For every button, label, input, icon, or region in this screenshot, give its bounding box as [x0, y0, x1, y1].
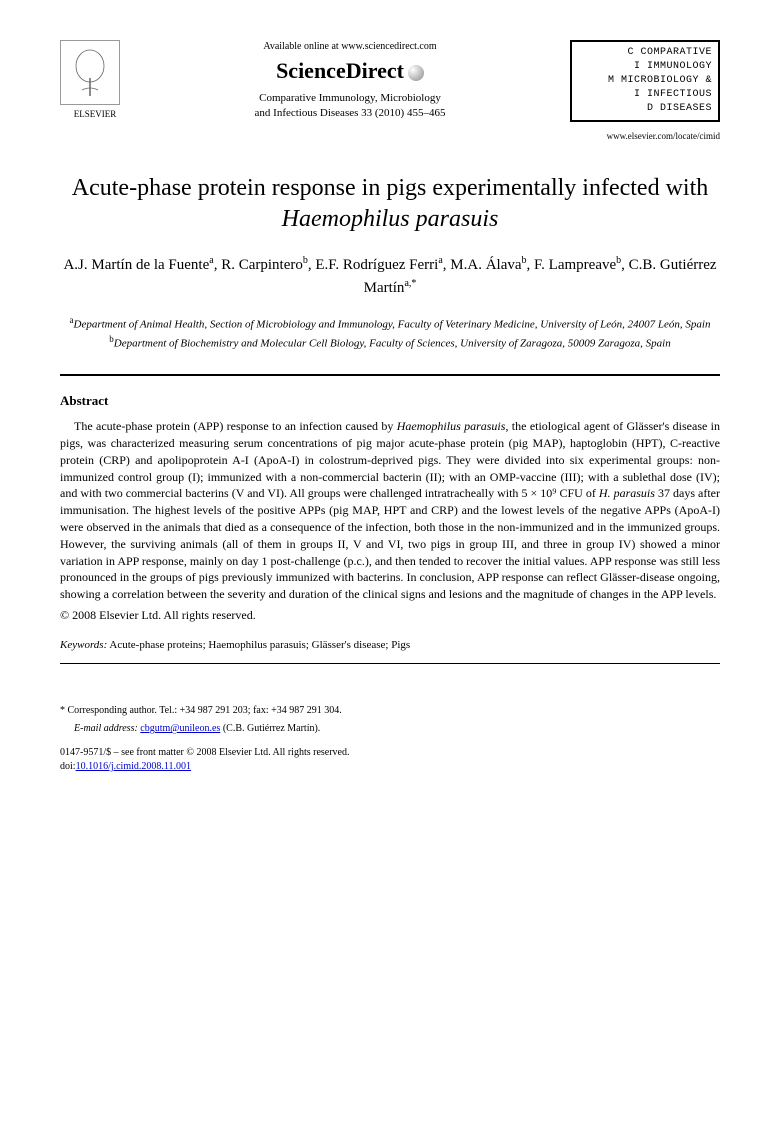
- journal-citation: and Infectious Diseases 33 (2010) 455–46…: [150, 106, 550, 121]
- elsevier-tree-icon: [60, 40, 120, 105]
- elsevier-label: ELSEVIER: [60, 108, 130, 121]
- journal-name-line1: Comparative Immunology, Microbiology: [150, 91, 550, 106]
- journal-title-box: C COMPARATIVE I IMMUNOLOGY M MICROBIOLOG…: [570, 40, 720, 122]
- journal-box-line: C COMPARATIVE: [578, 46, 712, 60]
- doi-line: doi:10.1016/j.cimid.2008.11.001: [60, 760, 720, 774]
- copyright-line: © 2008 Elsevier Ltd. All rights reserved…: [60, 607, 720, 624]
- authors-list: A.J. Martín de la Fuentea, R. Carpintero…: [60, 253, 720, 300]
- journal-box-line: I IMMUNOLOGY: [578, 60, 712, 74]
- title-text: Acute-phase protein response in pigs exp…: [72, 175, 708, 201]
- keywords-text: Acute-phase proteins; Haemophilus parasu…: [109, 639, 410, 651]
- email-line: E-mail address: cbgutm@unileon.es (C.B. …: [74, 722, 720, 736]
- page-footer: * Corresponding author. Tel.: +34 987 29…: [60, 704, 720, 774]
- journal-box-line: M MICROBIOLOGY &: [578, 74, 712, 88]
- affiliations: aDepartment of Animal Health, Section of…: [60, 314, 720, 352]
- journal-box-line: I INFECTIOUS: [578, 88, 712, 102]
- keywords-label: Keywords:: [60, 639, 107, 651]
- keywords: Keywords: Acute-phase proteins; Haemophi…: [60, 638, 720, 653]
- issn-line: 0147-9571/$ – see front matter © 2008 El…: [60, 746, 720, 760]
- center-header: Available online at www.sciencedirect.co…: [130, 40, 570, 122]
- email-person: (C.B. Gutiérrez Martín).: [223, 723, 320, 734]
- email-label: E-mail address:: [74, 723, 138, 734]
- journal-url[interactable]: www.elsevier.com/locate/cimid: [570, 130, 720, 143]
- affiliation-b: bDepartment of Biochemistry and Molecula…: [60, 333, 720, 352]
- abstract-heading: Abstract: [60, 392, 720, 410]
- journal-box-line: D DISEASES: [578, 102, 712, 116]
- email-link[interactable]: cbgutm@unileon.es: [140, 723, 220, 734]
- available-online-text: Available online at www.sciencedirect.co…: [150, 40, 550, 54]
- article-title: Acute-phase protein response in pigs exp…: [60, 173, 720, 235]
- corresponding-author: * Corresponding author. Tel.: +34 987 29…: [60, 704, 720, 718]
- right-header: C COMPARATIVE I IMMUNOLOGY M MICROBIOLOG…: [570, 40, 720, 143]
- divider-thin: [60, 663, 720, 664]
- elsevier-logo: ELSEVIER: [60, 40, 130, 121]
- sciencedirect-logo: ScienceDirect: [150, 56, 550, 87]
- abstract-body: The acute-phase protein (APP) response t…: [60, 418, 720, 603]
- sciencedirect-text: ScienceDirect: [276, 58, 404, 83]
- page-header: ELSEVIER Available online at www.science…: [60, 40, 720, 143]
- divider-thick: [60, 374, 720, 376]
- sciencedirect-ball-icon: [408, 65, 424, 81]
- doi-label: doi:: [60, 761, 76, 772]
- title-species-italic: Haemophilus parasuis: [282, 206, 499, 232]
- affiliation-a: aDepartment of Animal Health, Section of…: [60, 314, 720, 333]
- doi-link[interactable]: 10.1016/j.cimid.2008.11.001: [76, 761, 191, 772]
